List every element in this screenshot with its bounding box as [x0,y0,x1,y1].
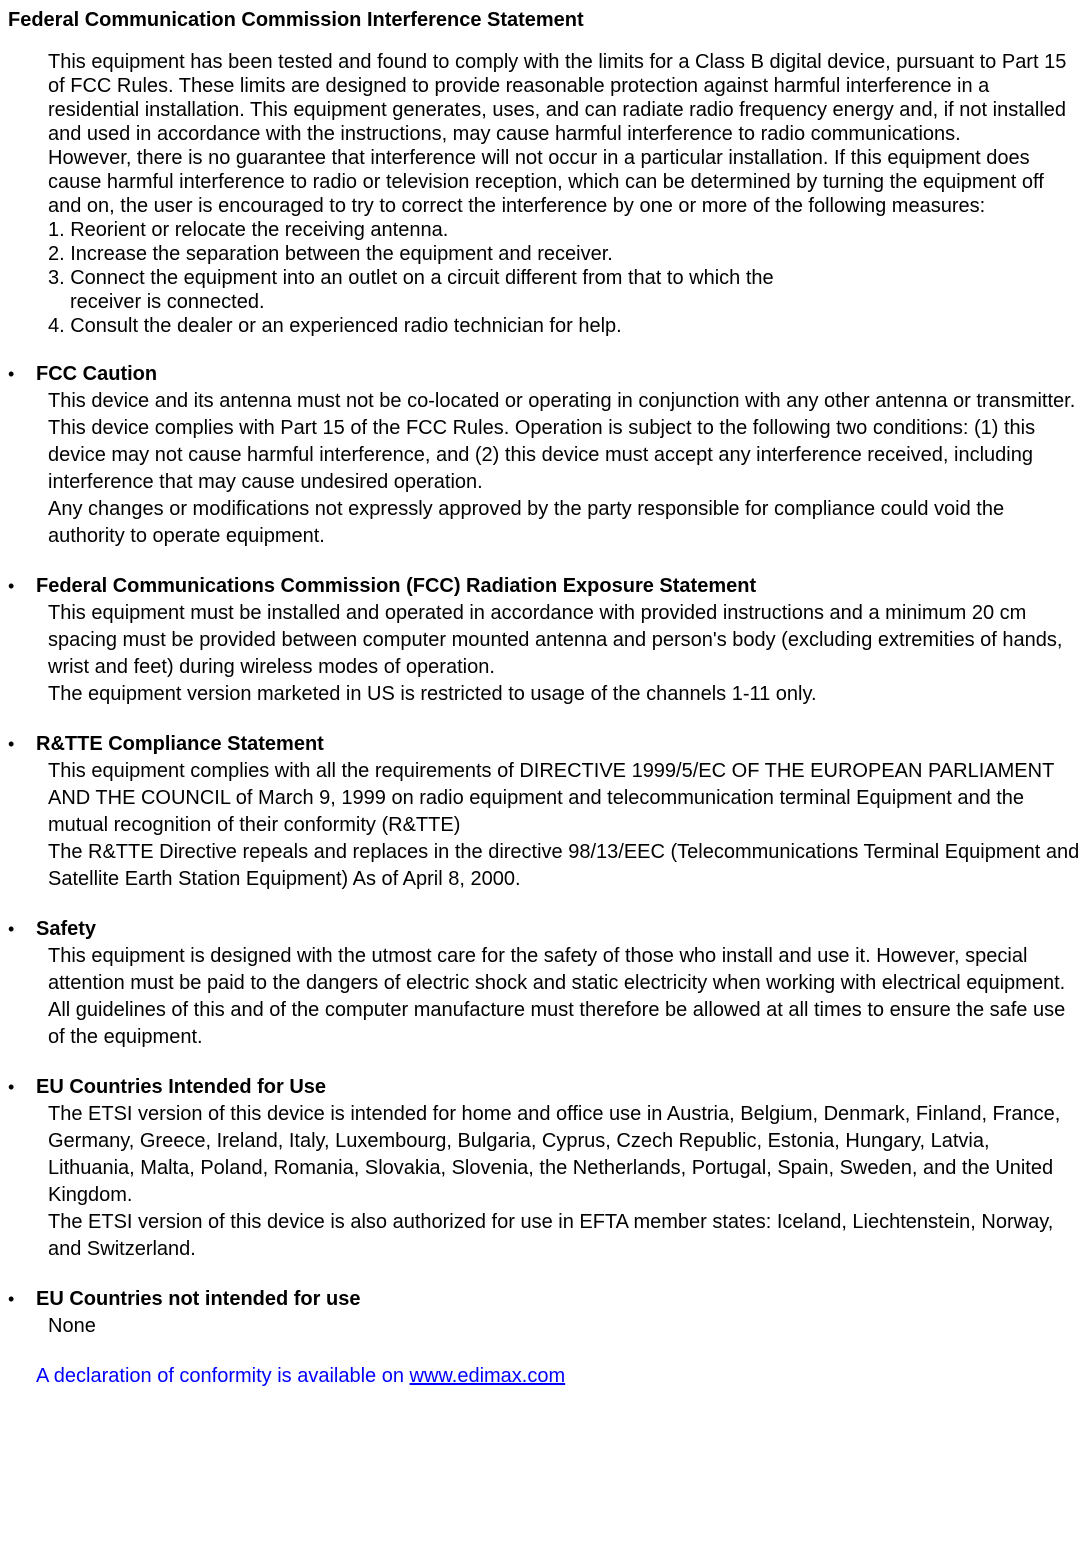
section-title-eu-not-intended: EU Countries not intended for use [36,1287,1081,1311]
intro-item-1: 1. Reorient or relocate the receiving an… [48,218,1081,242]
fcc-caution-p3: Any changes or modifications not express… [48,496,1081,550]
fcc-radiation-p2: The equipment version marketed in US is … [48,681,1081,708]
rtte-p1: This equipment complies with all the req… [48,758,1081,839]
intro-para-1: This equipment has been tested and found… [48,50,1081,146]
declaration-link[interactable]: www.edimax.com [410,1365,566,1387]
intro-item-3: 3. Connect the equipment into an outlet … [48,266,1081,290]
fcc-caution-p2: This device complies with Part 15 of the… [48,415,1081,496]
intro-item-4: 4. Consult the dealer or an experienced … [48,314,1081,338]
bullet-icon: • [8,1075,36,1263]
eu-intended-p2: The ETSI version of this device is also … [48,1209,1081,1263]
section-title-fcc-caution: FCC Caution [36,362,1081,386]
section-eu-not-intended: • EU Countries not intended for use None [8,1287,1081,1340]
main-title: Federal Communication Commission Interfe… [8,8,1081,32]
rtte-p2: The R&TTE Directive repeals and replaces… [48,839,1081,893]
intro-item-3-sub: receiver is connected. [70,290,1081,314]
bullet-icon: • [8,1287,36,1340]
section-fcc-caution: • FCC Caution This device and its antenn… [8,362,1081,550]
declaration-prefix: A declaration of conformity is available… [36,1365,410,1387]
section-safety: • Safety This equipment is designed with… [8,917,1081,1051]
section-rtte: • R&TTE Compliance Statement This equipm… [8,732,1081,893]
declaration-line: A declaration of conformity is available… [36,1364,1081,1388]
intro-para-2: However, there is no guarantee that inte… [48,146,1081,218]
bullet-icon: • [8,574,36,708]
section-eu-intended: • EU Countries Intended for Use The ETSI… [8,1075,1081,1263]
safety-p1: This equipment is designed with the utmo… [48,943,1081,1051]
intro-block: This equipment has been tested and found… [48,50,1081,338]
eu-intended-p1: The ETSI version of this device is inten… [48,1101,1081,1209]
section-title-fcc-radiation: Federal Communications Commission (FCC) … [36,574,1081,598]
bullet-icon: • [8,732,36,893]
bullet-icon: • [8,917,36,1051]
bullet-icon: • [8,362,36,550]
intro-item-2: 2. Increase the separation between the e… [48,242,1081,266]
section-title-safety: Safety [36,917,1081,941]
eu-not-intended-p1: None [48,1313,1081,1340]
section-fcc-radiation: • Federal Communications Commission (FCC… [8,574,1081,708]
section-title-rtte: R&TTE Compliance Statement [36,732,1081,756]
section-title-eu-intended: EU Countries Intended for Use [36,1075,1081,1099]
fcc-radiation-p1: This equipment must be installed and ope… [48,600,1081,681]
fcc-caution-p1: This device and its antenna must not be … [48,388,1081,415]
